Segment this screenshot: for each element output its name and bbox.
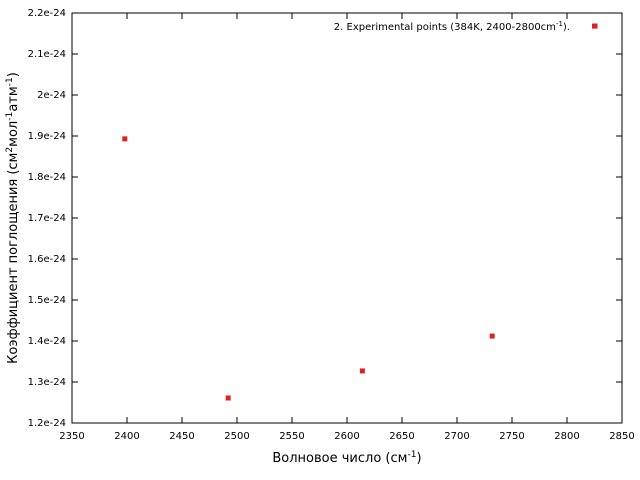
x-tick-label: 2800 [554, 431, 579, 442]
label-part: ) [417, 451, 422, 466]
label-part: -1 [556, 20, 563, 28]
y-tick-label: 2.1e-24 [28, 49, 66, 60]
label-part: 2 [5, 147, 15, 153]
y-tick-label: 1.5e-24 [28, 295, 66, 306]
label-part: -1 [407, 450, 416, 460]
y-tick-label: 2.2e-24 [28, 8, 66, 19]
x-tick-label: 2700 [444, 431, 469, 442]
y-tick-label: 1.3e-24 [28, 377, 66, 388]
label-part: Коэффициент поглощения (см [6, 153, 21, 364]
x-tick-label: 2550 [279, 431, 304, 442]
label-part: -1 [5, 112, 15, 121]
data-point [489, 333, 495, 339]
x-tick-label: 2650 [389, 431, 414, 442]
label-part: ) [6, 72, 21, 77]
y-tick-label: 1.2e-24 [28, 418, 66, 429]
x-tick-label: 2450 [169, 431, 194, 442]
y-tick-label: 2e-24 [37, 90, 66, 101]
plot-border [71, 12, 623, 424]
y-tick-label: 1.9e-24 [28, 131, 66, 142]
label-part: мол [6, 121, 21, 147]
legend-marker [592, 23, 598, 29]
x-tick-label: 2400 [114, 431, 139, 442]
x-tick-label: 2850 [609, 431, 634, 442]
y-tick-label: 1.8e-24 [28, 172, 66, 183]
y-axis-label: Коэффициент поглощения (см2мол-1атм-1) [5, 72, 21, 364]
data-point [225, 395, 231, 401]
label-part: ). [563, 22, 570, 33]
x-tick-label: 2350 [59, 431, 84, 442]
data-point [359, 368, 365, 374]
x-axis-label: Волновое число (см-1) [272, 450, 421, 466]
x-tick-label: 2750 [499, 431, 524, 442]
y-tick-label: 1.4e-24 [28, 336, 66, 347]
x-tick-label: 2600 [334, 431, 359, 442]
data-point [122, 136, 128, 142]
y-tick-label: 1.6e-24 [28, 254, 66, 265]
y-tick-label: 1.7e-24 [28, 213, 66, 224]
label-part: атм [6, 86, 21, 111]
label-part: 2. Experimental points (384K, 2400-2800c… [334, 22, 556, 33]
label-part: Волновое число (см [272, 451, 407, 466]
legend-label: 2. Experimental points (384K, 2400-2800c… [334, 20, 570, 33]
x-tick-label: 2500 [224, 431, 249, 442]
label-part: -1 [5, 77, 15, 86]
